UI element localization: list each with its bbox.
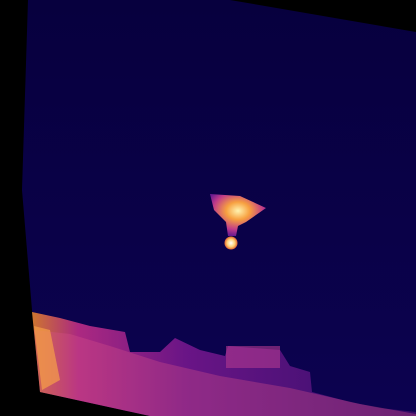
- buildings: [32, 312, 416, 416]
- building-wall: [34, 330, 416, 416]
- hot-drop: [224, 236, 238, 250]
- hot-object: [210, 194, 266, 236]
- building-warm-side: [34, 326, 60, 390]
- building-block: [226, 346, 280, 368]
